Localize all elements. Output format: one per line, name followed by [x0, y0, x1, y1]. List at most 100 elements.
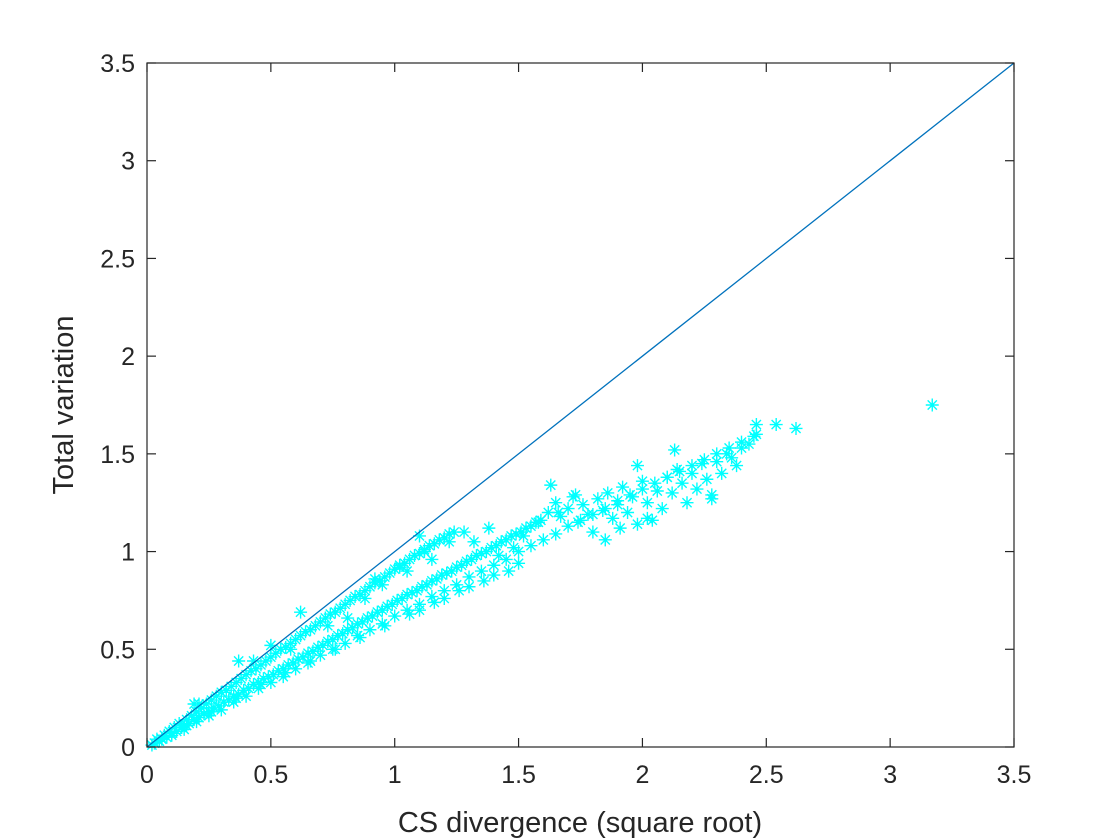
scatter-point — [697, 453, 711, 467]
x-tick-label: 0.5 — [253, 761, 288, 789]
scatter-point — [172, 717, 186, 731]
y-tick-label: 3.5 — [100, 50, 135, 78]
scatter-point — [358, 584, 372, 598]
scatter-point — [222, 693, 236, 707]
axes-box — [146, 62, 1015, 748]
scatter-point — [598, 533, 612, 547]
scatter-point — [229, 691, 243, 705]
scatter-point — [507, 541, 521, 555]
scatter-point — [318, 611, 332, 625]
scatter-point — [517, 529, 531, 543]
scatter-point — [400, 603, 414, 617]
scatter-point — [700, 472, 714, 486]
scatter-point — [234, 672, 248, 686]
scatter-point — [341, 623, 355, 637]
scatter-point — [452, 584, 466, 598]
scatter-point — [749, 427, 763, 441]
scatter-point — [430, 572, 444, 586]
x-tick-label: 1 — [388, 761, 402, 789]
scatter-point — [212, 699, 226, 713]
scatter-point — [239, 668, 253, 682]
scatter-point — [393, 558, 407, 572]
scatter-point — [202, 709, 216, 723]
reference-line — [146, 62, 1015, 748]
x-axis-label: CS divergence (square root) — [398, 807, 762, 839]
scatter-point — [375, 603, 389, 617]
x-tick-label: 3 — [883, 761, 897, 789]
scatter-point — [412, 529, 426, 543]
scatter-point — [925, 398, 939, 412]
scatter-point — [616, 480, 630, 494]
x-tick-label: 1.5 — [501, 761, 536, 789]
scatter-point — [271, 664, 285, 678]
scatter-point — [427, 537, 441, 551]
scatter-point — [504, 529, 518, 543]
scatter-point — [569, 488, 583, 502]
scatter-point — [405, 586, 419, 600]
scatter-point — [217, 695, 231, 709]
scatter-point — [477, 574, 491, 588]
scatter-point — [645, 513, 659, 527]
scatter-point — [551, 505, 565, 519]
scatter-point — [710, 455, 724, 469]
scatter-point — [440, 566, 454, 580]
axes — [146, 62, 1015, 748]
scatter-point — [266, 668, 280, 682]
scatter-point — [333, 601, 347, 615]
scatter-point — [308, 619, 322, 633]
scatter-point — [214, 685, 228, 699]
scatter-point — [640, 496, 654, 510]
scatter-point — [492, 548, 506, 562]
x-tick-label: 2 — [635, 761, 649, 789]
scatter-point — [388, 609, 402, 623]
scatter-point — [549, 527, 563, 541]
scatter-point — [613, 521, 627, 535]
scatter-point — [247, 654, 261, 668]
scatter-point — [437, 531, 451, 545]
scatter-point — [648, 476, 662, 490]
scatter-point — [204, 693, 218, 707]
scatter-point — [460, 554, 474, 568]
scatter-point — [323, 607, 337, 621]
scatter-point — [167, 720, 181, 734]
scatter-point — [412, 603, 426, 617]
scatter-point — [207, 701, 221, 715]
scatter-point — [789, 421, 803, 435]
scatter-point — [338, 636, 352, 650]
scatter-point — [276, 670, 290, 684]
scatter-point — [328, 605, 342, 619]
scatter-point — [388, 562, 402, 576]
scatter-point — [769, 418, 783, 432]
scatter-point — [665, 486, 679, 500]
scatter-point — [499, 533, 513, 547]
scatter-point — [165, 728, 179, 742]
scatter-point — [489, 539, 503, 553]
scatter-point — [147, 736, 161, 750]
scatter-point — [680, 496, 694, 510]
scatter-point — [279, 640, 293, 654]
scatter-point — [313, 615, 327, 629]
scatter-point — [269, 646, 283, 660]
scatter-point — [264, 638, 278, 652]
scatter-point — [157, 728, 171, 742]
scatter-point — [462, 580, 476, 594]
scatter-point — [375, 578, 389, 592]
scatter-point — [341, 611, 355, 625]
scatter-point — [306, 644, 320, 658]
y-tick-label: 3 — [121, 148, 135, 176]
scatter-point — [482, 521, 496, 535]
y-tick-label: 0 — [121, 734, 135, 762]
scatter-point — [363, 580, 377, 594]
scatter-point — [356, 615, 370, 629]
scatter-point — [365, 609, 379, 623]
scatter-point — [244, 664, 258, 678]
y-axis-label: Total variation — [48, 316, 80, 495]
scatter-point — [675, 476, 689, 490]
scatter-point — [410, 584, 424, 598]
scatter-point — [321, 634, 335, 648]
scatter-point — [509, 527, 523, 541]
scatter-point — [640, 511, 654, 525]
scatter-point — [331, 629, 345, 643]
scatter-point — [591, 492, 605, 506]
scatter-point — [554, 509, 568, 523]
